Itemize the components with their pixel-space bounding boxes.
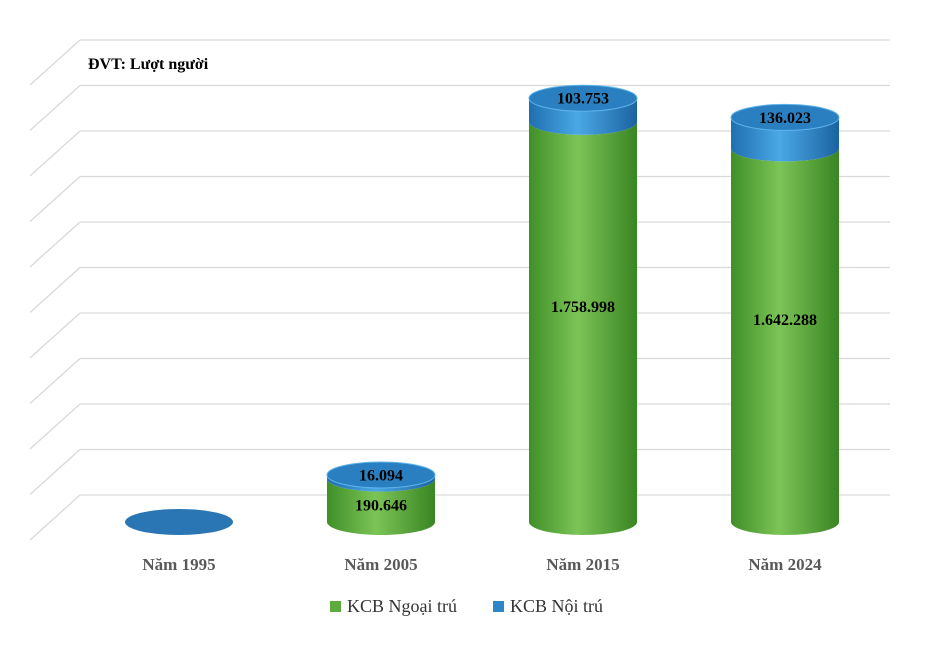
bar-outpatient [327,478,435,535]
legend-label-inpatient: KCB Nội trú [509,596,603,616]
bar-top-cap [528,84,638,112]
unit-label: ĐVT: Lượt người [88,56,209,73]
bar-group: 136.023 1.642.288 [730,103,840,535]
x-tick-label: Năm 2005 [344,555,417,574]
bars: 16.094 190.646 103.753 1.758.998 136.023 1.64… [125,84,840,536]
gridline-depth [29,130,81,177]
data-label-inpatient: 103.753 [557,91,609,108]
gridline-depth [29,85,81,131]
bar-group [125,509,233,535]
legend-swatch-outpatient [329,601,341,612]
gridline-depth [29,358,81,404]
x-tick-label: Năm 2015 [546,555,619,574]
gridline-depth [29,403,81,450]
bar-top-cap [125,509,233,535]
gridline-depth [29,267,81,313]
bar-inpatient [327,474,435,492]
gridline-depth [29,312,81,359]
data-label-outpatient: 190.646 [355,497,407,514]
gridline-depth [29,221,81,268]
x-axis-labels: Năm 1995 Năm 2005 Năm 2015 Năm 2024 [142,555,822,574]
x-tick-label: Năm 2024 [748,555,822,574]
data-label-inpatient: 136.023 [759,110,811,127]
bar-outpatient [529,121,637,536]
data-label-outpatient: 1.642.288 [753,312,817,329]
gridline-depth [29,449,81,495]
bar-group: 103.753 1.758.998 [528,84,638,536]
x-tick-label: Năm 1995 [142,555,215,574]
gridline-depth [29,494,81,541]
bar-top-cap [730,103,840,131]
data-label-inpatient: 16.094 [359,467,403,484]
legend-swatch-inpatient [492,601,504,612]
gridline-depth [29,39,81,86]
legend-item-inpatient: KCB Nội trú [492,596,603,617]
bar-outpatient [731,148,839,535]
legend: KCB Ngoại trú KCB Nội trú [0,596,933,617]
bar-inpatient [731,117,839,162]
legend-item-outpatient: KCB Ngoại trú [329,596,457,617]
gridline-depth [29,176,81,222]
bar-top-cap [326,461,436,489]
data-label-outpatient: 1.758.998 [551,299,615,316]
bar-group: 16.094 190.646 [326,461,436,535]
bar-inpatient [529,98,637,135]
legend-label-outpatient: KCB Ngoại trú [346,596,457,616]
